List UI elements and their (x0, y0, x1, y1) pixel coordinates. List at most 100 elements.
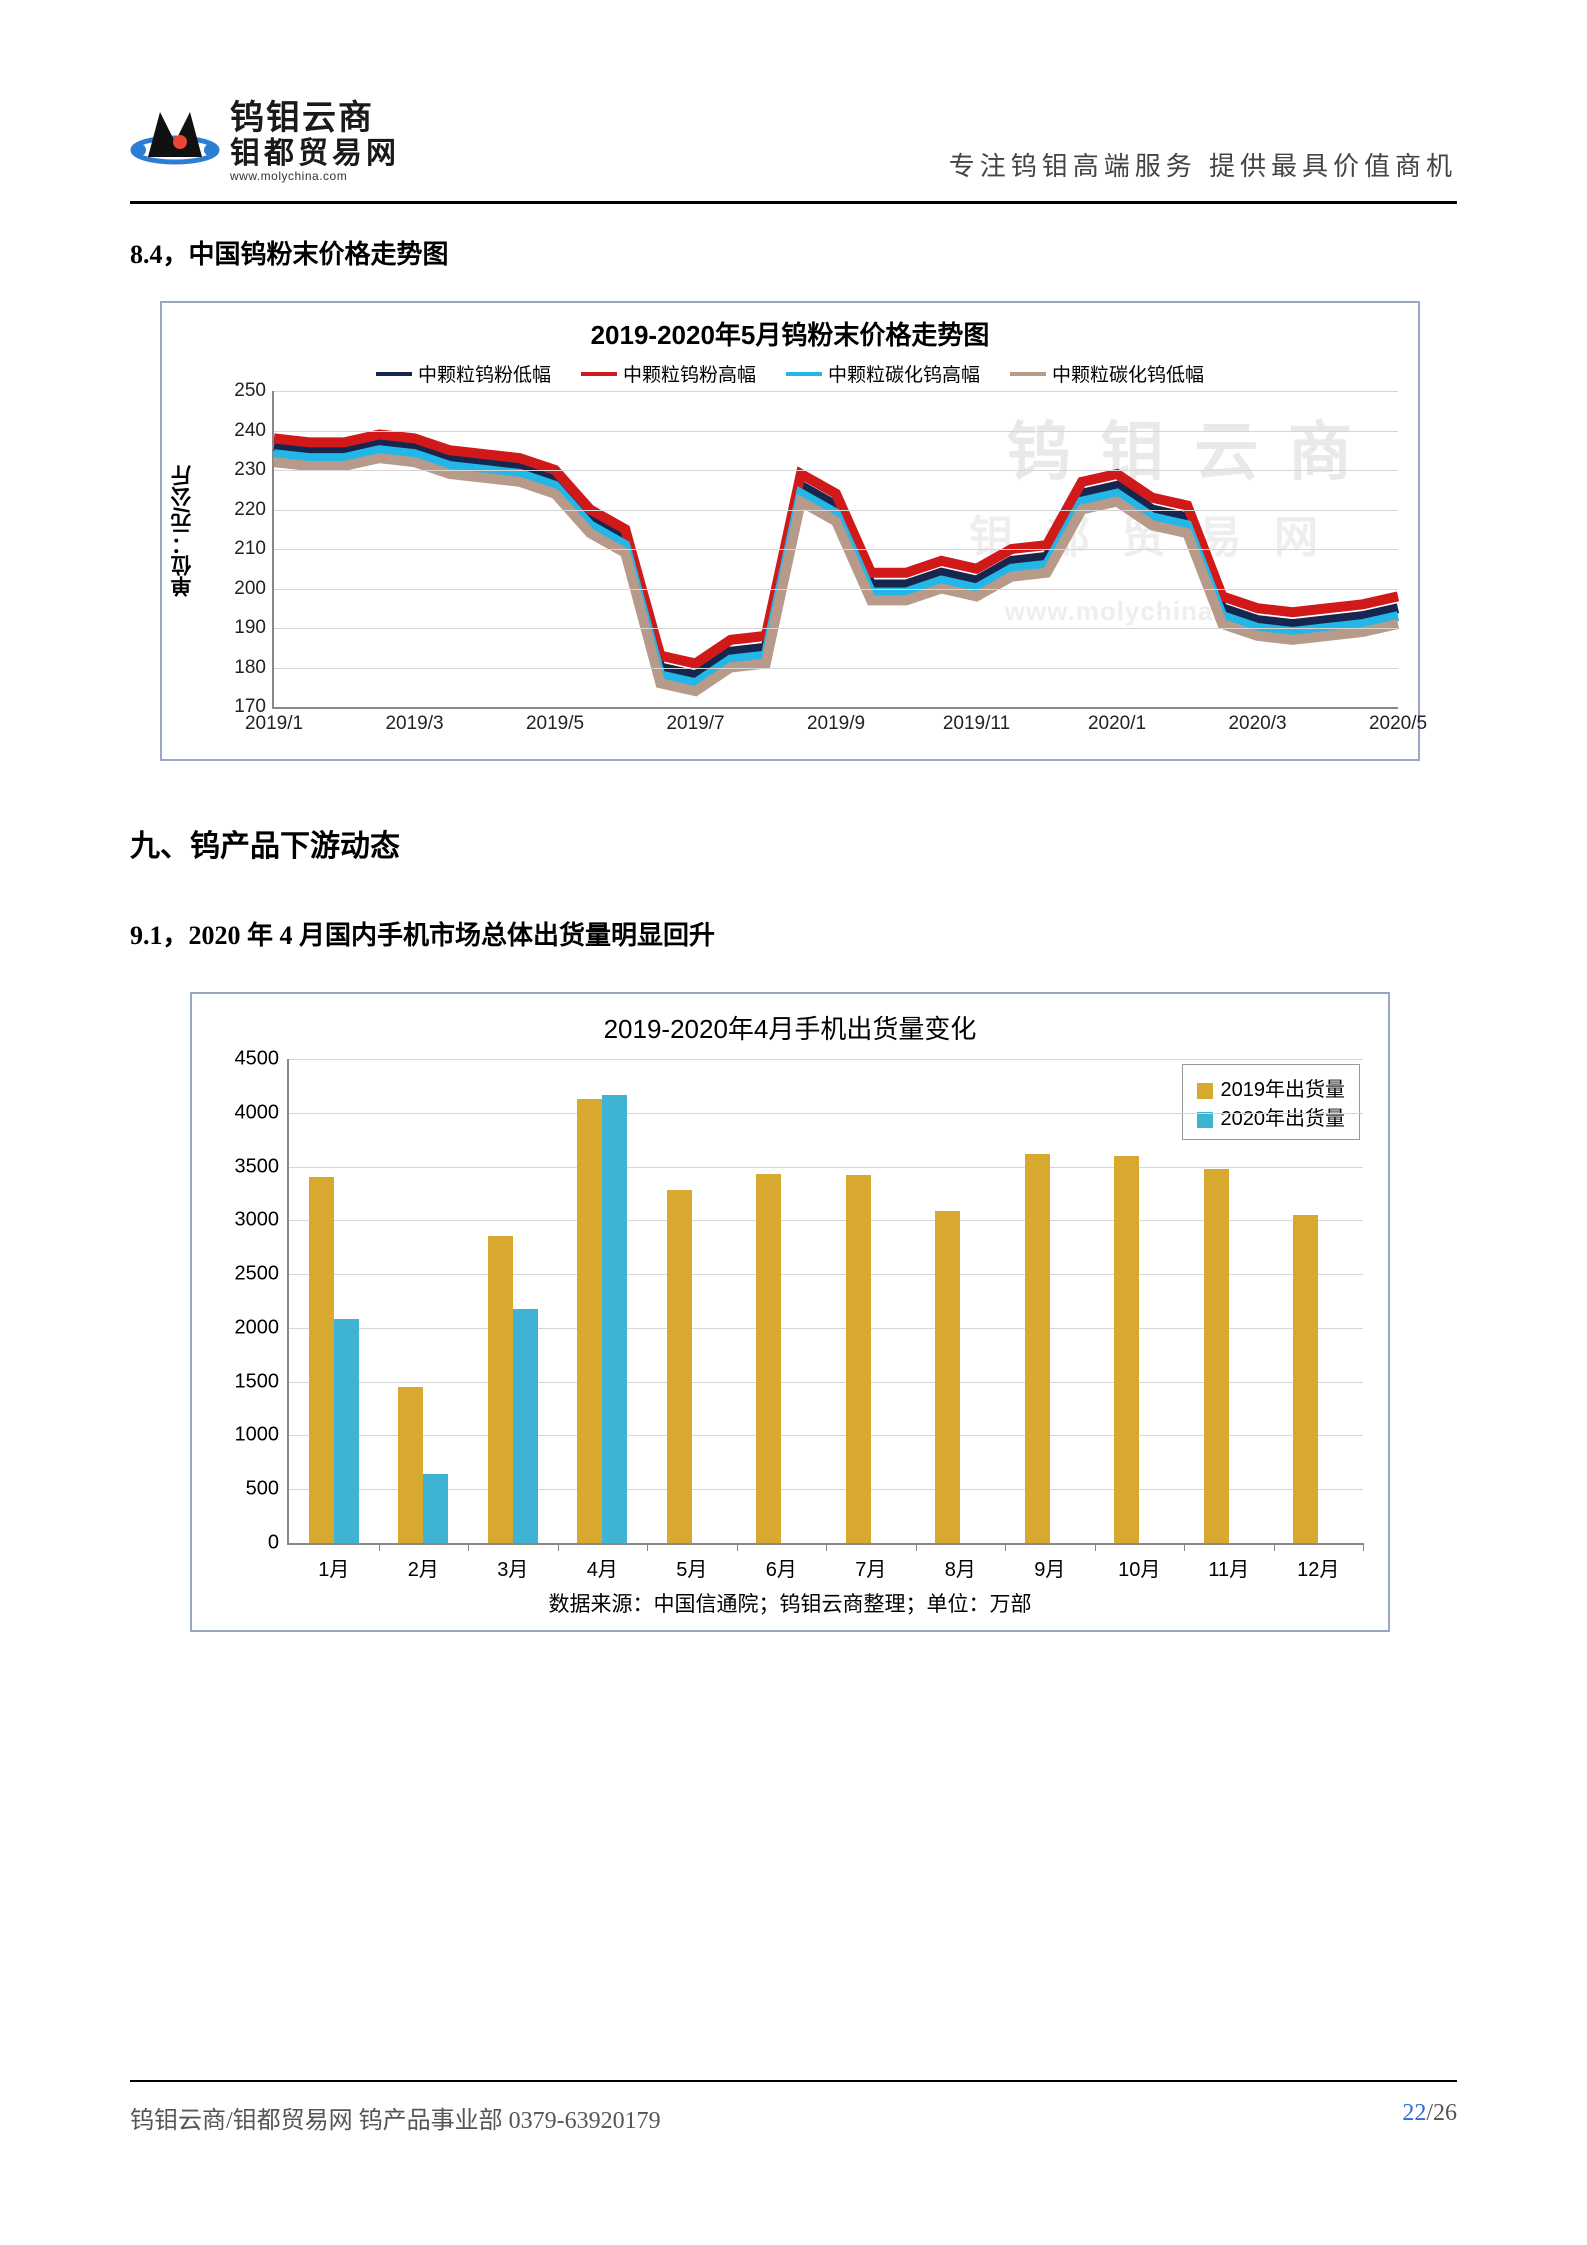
x-tick-label: 11月 (1208, 1543, 1249, 1582)
x-tick-mark (647, 1543, 648, 1551)
series-line (274, 450, 1398, 683)
x-tick-mark (1005, 1543, 1006, 1551)
chart2-footer-note: 数据来源：中国信通院；钨钼云商整理；单位：万部 (192, 1588, 1388, 1618)
gridline (289, 1489, 1363, 1490)
x-tick-mark (558, 1543, 559, 1551)
x-tick-mark (916, 1543, 917, 1551)
x-tick-label: 2019/7 (666, 707, 724, 735)
legend-item: 中颗粒钨粉低幅 (376, 360, 551, 387)
bar (667, 1190, 692, 1543)
chart2-plot-area: 0500100015002000250030003500400045001月2月… (287, 1059, 1363, 1545)
x-tick-label: 8月 (945, 1543, 976, 1582)
chart1-plot-area: 钨 钼 云 商 钼 都 贸 易 网 www.molychina.com 1701… (272, 391, 1398, 709)
x-tick-mark (468, 1543, 469, 1551)
bar (935, 1211, 960, 1543)
logo-icon (130, 102, 220, 172)
x-tick-mark (1274, 1543, 1275, 1551)
x-tick-label: 2019/11 (943, 707, 1010, 735)
legend-item: 中颗粒钨粉高幅 (581, 360, 756, 387)
header-slogan: 专注钨钼高端服务 提供最具价值商机 (949, 146, 1457, 183)
bar (309, 1177, 334, 1543)
y-tick-label: 4000 (235, 1101, 290, 1124)
y-tick-label: 2500 (235, 1263, 290, 1286)
x-tick-label: 2020/1 (1088, 707, 1146, 735)
bar (1025, 1154, 1050, 1543)
bar (488, 1236, 513, 1543)
page-total: 26 (1433, 2100, 1457, 2126)
x-tick-label: 3月 (497, 1543, 528, 1582)
x-tick-label: 4月 (587, 1543, 618, 1582)
chart1-title: 2019-2020年5月钨粉末价格走势图 (174, 315, 1406, 352)
heading-8-4: 8.4，中国钨粉末价格走势图 (130, 234, 1457, 271)
legend-item: 中颗粒碳化钨高幅 (786, 360, 980, 387)
gridline (289, 1059, 1363, 1060)
bar (602, 1095, 627, 1544)
y-tick-label: 1000 (235, 1424, 290, 1447)
bar (1293, 1215, 1318, 1543)
gridline (274, 668, 1398, 669)
x-tick-mark (826, 1543, 827, 1551)
y-tick-label: 4500 (235, 1048, 290, 1071)
x-tick-label: 12月 (1297, 1543, 1339, 1582)
y-tick-label: 190 (234, 617, 274, 639)
y-tick-label: 220 (234, 499, 274, 521)
x-tick-label: 6月 (766, 1543, 797, 1582)
gridline (289, 1113, 1363, 1114)
y-tick-label: 250 (234, 380, 274, 402)
x-tick-label: 1月 (318, 1543, 349, 1582)
chart1-y-axis-label: 单位：元/公斤 (168, 465, 198, 597)
gridline (289, 1435, 1363, 1436)
gridline (274, 628, 1398, 629)
bar (398, 1387, 423, 1543)
y-tick-label: 1500 (235, 1370, 290, 1393)
y-tick-label: 210 (234, 538, 274, 560)
logo-url: www.molychina.com (230, 169, 400, 183)
gridline (274, 549, 1398, 550)
page-footer: 钨钼云商/钼都贸易网 钨产品事业部 0379-63920179 22/26 (130, 2080, 1457, 2135)
heading-9: 九、钨产品下游动态 (130, 821, 1457, 865)
bar (423, 1474, 448, 1543)
x-tick-label: 2020/5 (1369, 707, 1427, 735)
gridline (289, 1167, 1363, 1168)
chart1-legend: 中颗粒钨粉低幅 中颗粒钨粉高幅 中颗粒碳化钨高幅 中颗粒碳化钨低幅 (174, 360, 1406, 387)
x-tick-mark (1095, 1543, 1096, 1551)
x-tick-mark (1363, 1543, 1364, 1551)
bar (1114, 1156, 1139, 1543)
gridline (289, 1382, 1363, 1383)
x-tick-label: 2019/3 (385, 707, 443, 735)
x-tick-label: 9月 (1034, 1543, 1065, 1582)
x-tick-mark (1184, 1543, 1185, 1551)
bar (756, 1174, 781, 1543)
legend-item: 中颗粒碳化钨低幅 (1010, 360, 1204, 387)
y-tick-label: 500 (246, 1478, 289, 1501)
logo-line2: 钼都贸易网 (230, 139, 400, 169)
y-tick-label: 3500 (235, 1155, 290, 1178)
x-tick-label: 2019/5 (526, 707, 584, 735)
chart-phone-shipments: 2019-2020年4月手机出货量变化 2019年出货量2020年出货量 050… (190, 992, 1390, 1632)
page-sep: / (1426, 2100, 1433, 2126)
gridline (289, 1328, 1363, 1329)
bar (577, 1099, 602, 1543)
x-tick-label: 5月 (676, 1543, 707, 1582)
logo-block: 钨钼云商 钼都贸易网 www.molychina.com (130, 90, 400, 183)
bar (334, 1319, 359, 1543)
page-header: 钨钼云商 钼都贸易网 www.molychina.com 专注钨钼高端服务 提供… (130, 90, 1457, 204)
page-current: 22 (1402, 2100, 1426, 2126)
y-tick-label: 0 (268, 1532, 289, 1555)
x-tick-label: 2020/3 (1228, 707, 1286, 735)
bar (513, 1309, 538, 1543)
gridline (274, 589, 1398, 590)
x-tick-label: 2019/9 (807, 707, 865, 735)
gridline (274, 510, 1398, 511)
y-tick-label: 180 (234, 657, 274, 679)
x-tick-label: 10月 (1118, 1543, 1160, 1582)
x-tick-label: 7月 (855, 1543, 886, 1582)
bar (846, 1175, 871, 1543)
y-tick-label: 240 (234, 420, 274, 442)
y-tick-label: 3000 (235, 1209, 290, 1232)
logo-line1: 钨钼云商 (230, 90, 400, 139)
series-line (274, 442, 1398, 675)
x-tick-label: 2月 (408, 1543, 439, 1582)
x-tick-label: 2019/1 (245, 707, 303, 735)
gridline (289, 1274, 1363, 1275)
